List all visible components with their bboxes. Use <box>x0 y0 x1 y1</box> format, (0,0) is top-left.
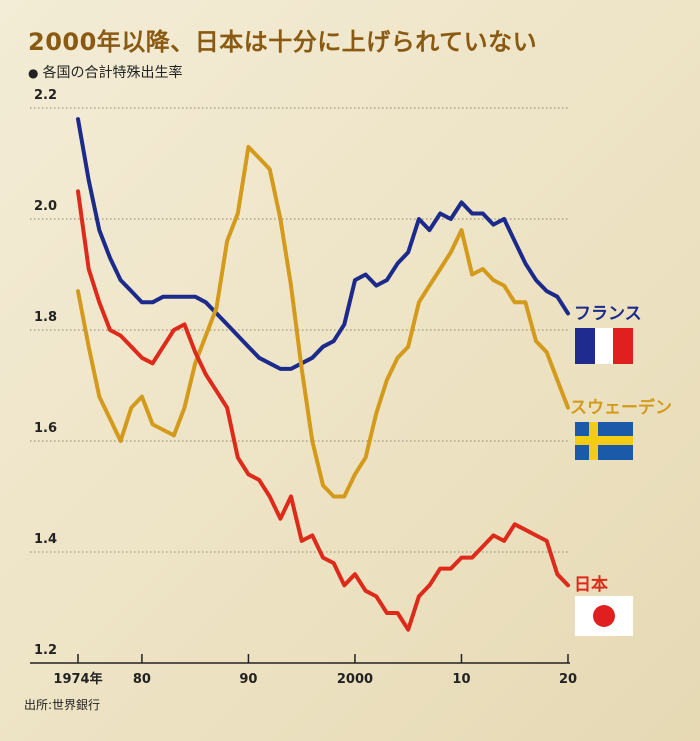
country-flags <box>575 328 633 636</box>
bullet-dot-icon: ● <box>28 66 39 80</box>
france-flag-white <box>595 328 613 364</box>
france-flag-blue <box>575 328 595 364</box>
x-tick-label-1974: 1974年 <box>53 671 102 687</box>
series-line-sweden <box>76 144 570 499</box>
sweden-flag-icon <box>575 422 633 460</box>
y-tick-label-1.4: 1.4 <box>34 532 57 547</box>
x-tick-label-1990: 90 <box>239 672 257 687</box>
france-flag-icon <box>575 328 633 364</box>
x-tick-label-2000: 2000 <box>337 672 373 687</box>
y-tick-label-1.8: 1.8 <box>34 310 57 325</box>
series-label-japan: 日本 <box>574 574 608 595</box>
x-axis: 1974年 80 90 2000 10 20 <box>30 654 577 687</box>
series-label-sweden: スウェーデン <box>570 397 672 418</box>
x-tick-label-1980: 80 <box>133 672 151 687</box>
y-tick-label-2.0: 2.0 <box>34 199 57 214</box>
series-label-france: フランス <box>574 304 642 324</box>
source-note: 出所:世界銀行 <box>24 698 101 712</box>
series-line-japan <box>76 189 570 632</box>
subtitle-text: 各国の合計特殊出生率 <box>42 65 183 81</box>
y-tick-label-1.2: 1.2 <box>34 643 57 658</box>
y-tick-label-2.2: 2.2 <box>34 88 57 103</box>
series-line-france <box>76 117 570 371</box>
page-title: 2000年以降、日本は十分に上げられていない <box>28 28 538 56</box>
x-tick-label-2010: 10 <box>452 672 470 687</box>
y-tick-label-1.6: 1.6 <box>34 421 57 436</box>
y-axis-tick-labels: 1.2 1.4 1.6 1.8 2.0 2.2 <box>34 88 57 658</box>
sweden-flag-cross-horizontal <box>575 436 633 445</box>
series-lines <box>76 117 570 632</box>
japan-flag-icon <box>575 596 633 636</box>
japan-flag-sun <box>593 605 615 627</box>
page-subtitle: ● 各国の合計特殊出生率 <box>28 62 182 82</box>
x-tick-label-2020: 20 <box>559 672 577 687</box>
france-flag-red <box>613 328 633 364</box>
